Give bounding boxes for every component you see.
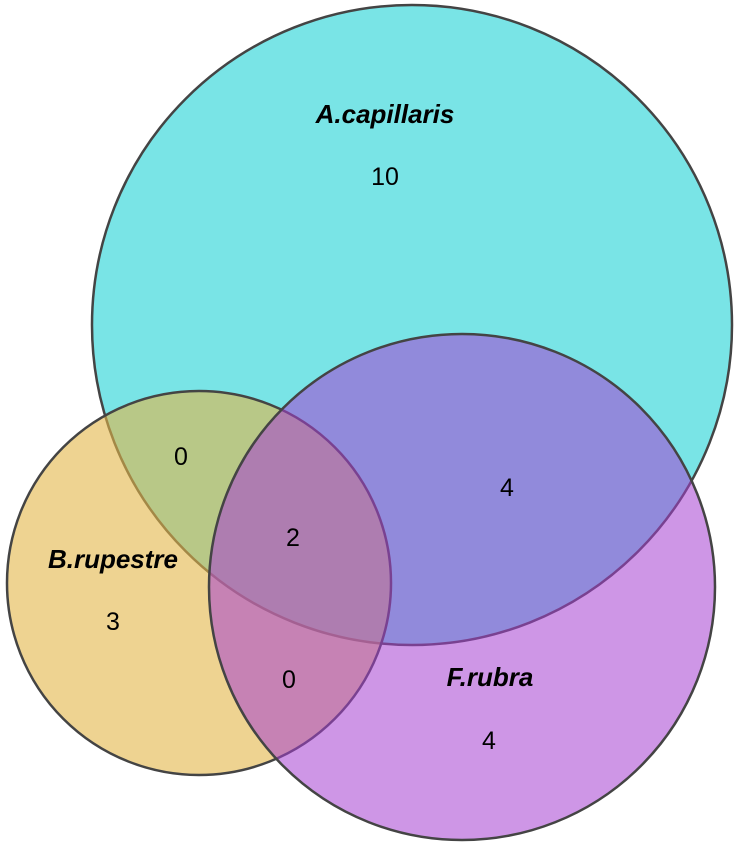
venn-circles xyxy=(5,3,734,842)
count-a-b-c: 2 xyxy=(286,524,300,552)
set-label-a-capillaris: A.capillaris xyxy=(315,99,455,129)
count-c-only: 4 xyxy=(482,727,496,755)
set-label-b-rupestre: B.rupestre xyxy=(48,544,178,574)
set-labels: A.capillaris B.rupestre F.rubra xyxy=(48,99,533,692)
count-b-only: 3 xyxy=(106,608,120,636)
count-a-b-only: 0 xyxy=(174,443,188,471)
set-circle-f-rubra xyxy=(207,332,717,842)
region-counts: 10 0 4 2 3 0 4 xyxy=(106,163,514,755)
count-b-c-only: 0 xyxy=(282,666,296,694)
set-label-f-rubra: F.rubra xyxy=(447,662,534,692)
count-a-c-only: 4 xyxy=(500,474,514,502)
count-a-only: 10 xyxy=(371,163,399,191)
